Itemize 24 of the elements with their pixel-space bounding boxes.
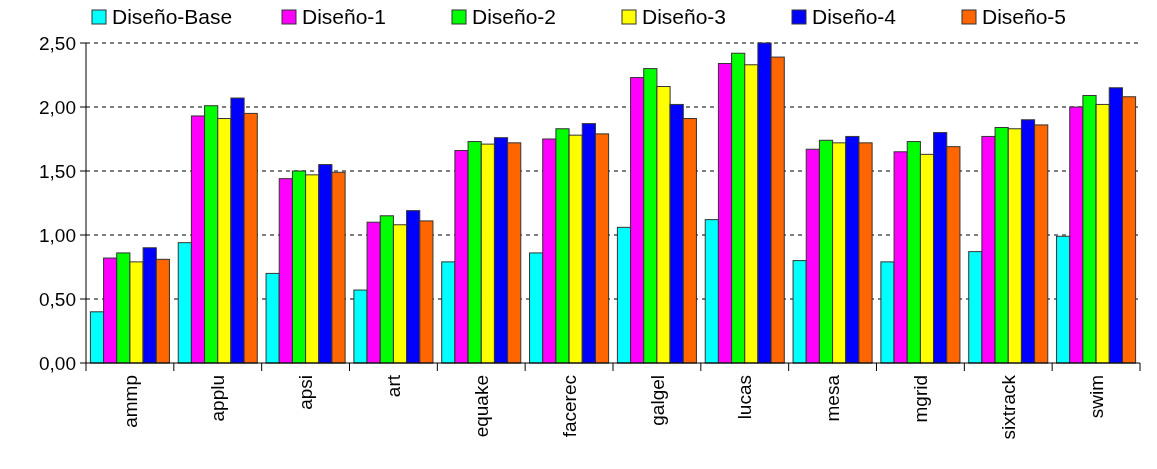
x-tick-label: mesa: [822, 374, 844, 422]
y-tick-label: 1,50: [39, 160, 76, 182]
x-tick-label: apsi: [295, 375, 317, 410]
y-tick-label: 2,50: [39, 32, 76, 54]
x-tick-label: galgel: [646, 375, 668, 426]
x-tick-label: mgrid: [910, 375, 932, 423]
legend-label: Diseño-1: [302, 5, 387, 29]
x-tick-label: equake: [470, 375, 492, 438]
legend-label: Diseño-3: [642, 5, 727, 29]
legend-label: Diseño-Base: [112, 5, 233, 29]
x-tick-label: ammp: [119, 375, 141, 428]
x-tick-label: facerec: [558, 375, 580, 438]
x-tick-label: applu: [207, 375, 229, 422]
y-tick-label: 2,00: [39, 96, 76, 118]
x-tick-label: swim: [1085, 375, 1107, 419]
x-tick-label: sixtrack: [997, 374, 1019, 440]
legend-label: Diseño-5: [982, 5, 1067, 29]
y-tick-label: 0,50: [39, 288, 76, 310]
legend-label: Diseño-2: [472, 5, 557, 29]
legend-label: Diseño-4: [812, 5, 897, 29]
y-tick-label: 0,00: [39, 352, 76, 374]
x-tick-label: art: [383, 374, 405, 398]
x-tick-label: lucas: [734, 375, 756, 420]
y-tick-label: 1,00: [39, 224, 76, 246]
